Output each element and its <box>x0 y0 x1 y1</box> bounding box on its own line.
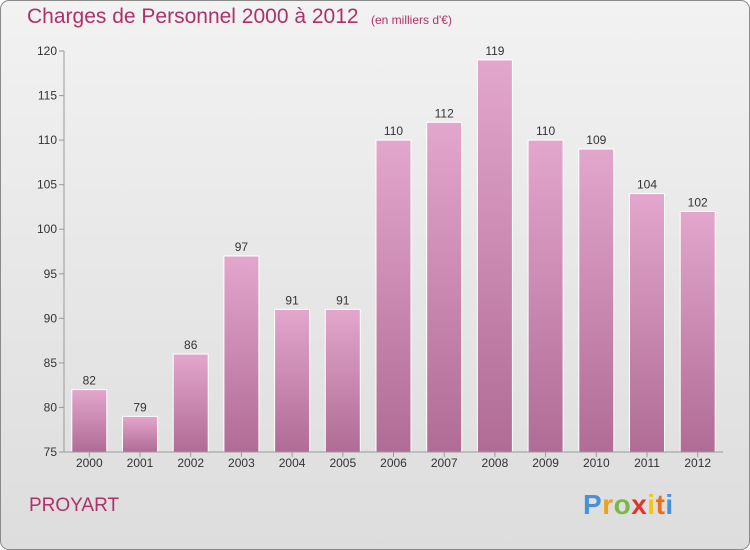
x-tick-label-2000: 2000 <box>76 456 103 470</box>
y-tick-label-115: 115 <box>38 89 57 103</box>
data-label-2007: 112 <box>435 106 454 120</box>
bar-2009 <box>527 139 564 453</box>
logo-letter: x <box>631 489 648 520</box>
commune-name: PROYART <box>29 495 120 516</box>
x-tick-label-2012: 2012 <box>684 456 711 470</box>
x-tick-label-2011: 2011 <box>634 456 660 470</box>
bar-2003 <box>223 255 260 453</box>
logo-letter: r <box>602 489 614 520</box>
data-label-2009: 110 <box>536 124 555 138</box>
logo-letter: t <box>655 489 666 520</box>
logo-letter: i <box>665 489 674 520</box>
x-tick-label-2010: 2010 <box>583 456 610 470</box>
proxiti-logo: Proxiti <box>583 489 674 521</box>
data-labels: 82 79 86 97 91 91 110 112 119 110 109 104 102 <box>83 44 708 414</box>
chart-title: Charges de Personnel 2000 à 2012 <box>27 5 359 28</box>
data-label-2011: 104 <box>637 178 657 192</box>
data-label-2010: 109 <box>586 133 606 147</box>
x-tick-label-2001: 2001 <box>127 456 154 470</box>
logo-letter: P <box>583 489 603 520</box>
y-tick-label-95: 95 <box>44 267 58 281</box>
logo-letter: o <box>613 489 632 520</box>
y-tick-label-80: 80 <box>44 400 58 414</box>
x-tick-label-2008: 2008 <box>482 456 509 470</box>
data-label-2003: 97 <box>235 240 249 254</box>
bar-2002 <box>172 353 209 453</box>
y-tick-label-85: 85 <box>44 356 58 370</box>
y-tick-label-75: 75 <box>44 445 58 459</box>
y-tick-label-110: 110 <box>38 133 57 147</box>
bar-2012 <box>679 210 716 453</box>
bar-2008 <box>476 59 513 453</box>
y-tick-label-105: 105 <box>37 178 57 192</box>
bar-2000 <box>71 389 108 453</box>
data-label-2006: 110 <box>384 124 403 138</box>
chart-subtitle: (en milliers d'€) <box>371 13 452 27</box>
data-label-2012: 102 <box>688 195 708 209</box>
bar-2006 <box>375 139 412 453</box>
data-label-2001: 79 <box>133 400 147 414</box>
data-label-2002: 86 <box>184 338 198 352</box>
x-tick-label-2009: 2009 <box>532 456 559 470</box>
x-tick-label-2003: 2003 <box>228 456 255 470</box>
y-tick-label-120: 120 <box>37 44 57 58</box>
y-tick-label-90: 90 <box>44 311 58 325</box>
x-tick-label-2005: 2005 <box>329 456 356 470</box>
data-label-2008: 119 <box>485 44 504 58</box>
bar-series <box>71 59 716 453</box>
y-tick-label-100: 100 <box>37 222 57 236</box>
bar-2001 <box>122 415 158 453</box>
x-tick-label-2004: 2004 <box>279 456 306 470</box>
data-label-2005: 91 <box>336 293 350 307</box>
bar-2007 <box>426 121 463 453</box>
data-label-2004: 91 <box>285 293 299 307</box>
x-tick-label-2006: 2006 <box>380 456 407 470</box>
logo-letter: i <box>647 489 656 520</box>
data-label-2000: 82 <box>83 374 97 388</box>
bar-2010 <box>578 148 615 453</box>
x-tick-label-2007: 2007 <box>431 456 458 470</box>
bar-2004 <box>274 308 311 453</box>
bar-2011 <box>629 193 665 453</box>
axes: 2000 2001 2002 2003 2004 2005 2006 2007 2008 2009… <box>37 44 723 470</box>
bar-2005 <box>324 308 361 453</box>
x-tick-label-2002: 2002 <box>177 456 204 470</box>
